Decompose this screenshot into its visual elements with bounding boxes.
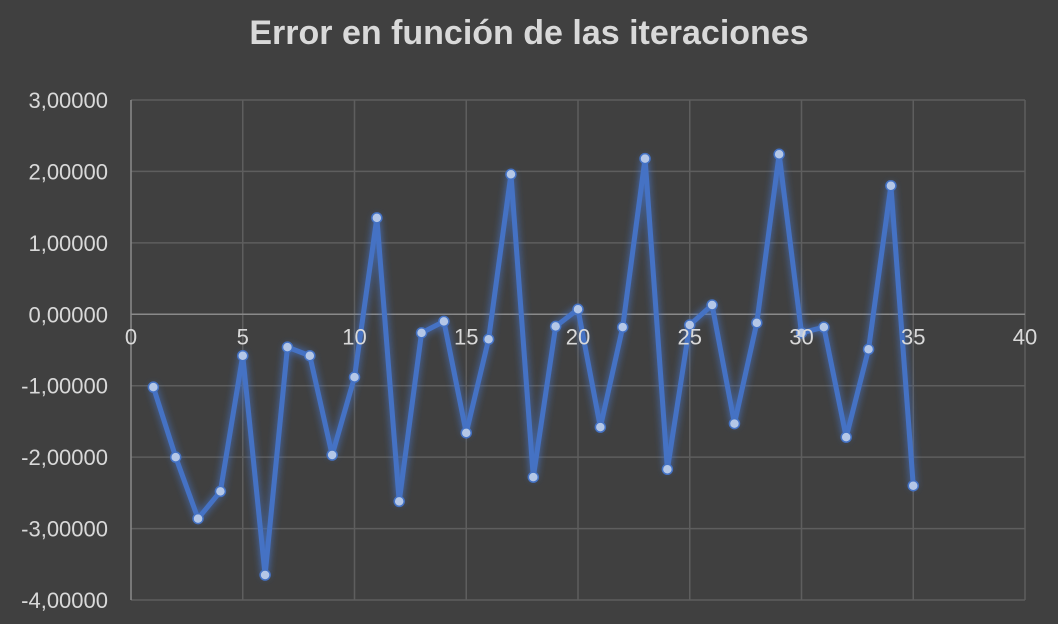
data-point xyxy=(549,320,562,333)
x-tick-label: 30 xyxy=(789,324,813,349)
data-point xyxy=(572,303,584,316)
y-tick-label: -3,00000 xyxy=(21,517,108,542)
data-point xyxy=(326,449,338,461)
data-point xyxy=(795,327,808,339)
data-point xyxy=(728,417,741,430)
data-point xyxy=(505,168,517,181)
data-point xyxy=(907,479,919,492)
x-tick-label: 35 xyxy=(901,324,925,349)
y-tick-label: 3,00000 xyxy=(28,88,108,113)
series-line xyxy=(150,151,916,578)
data-point xyxy=(639,152,651,165)
data-point xyxy=(773,148,785,161)
data-point xyxy=(438,315,450,328)
x-tick-label: 0 xyxy=(125,324,137,349)
data-point xyxy=(482,333,495,346)
data-point xyxy=(393,495,405,508)
data-point xyxy=(818,321,830,333)
y-tick-label: -2,00000 xyxy=(21,445,108,470)
series-layer xyxy=(147,148,919,581)
y-tick-label: -1,00000 xyxy=(21,374,108,399)
data-point xyxy=(885,179,897,192)
x-tick-label: 10 xyxy=(342,324,366,349)
data-point xyxy=(415,327,428,339)
data-point xyxy=(147,381,160,393)
data-point xyxy=(862,343,875,356)
data-point xyxy=(192,512,204,525)
chart-title: Error en función de las iteraciones xyxy=(249,14,809,52)
y-tick-label: 1,00000 xyxy=(28,231,108,256)
data-point xyxy=(304,349,316,362)
y-tick-label: 2,00000 xyxy=(28,159,108,184)
data-point xyxy=(706,299,718,311)
data-point xyxy=(594,421,607,433)
x-tick-label: 25 xyxy=(678,324,702,349)
data-point xyxy=(237,349,249,362)
data-point xyxy=(460,427,472,439)
data-point xyxy=(527,471,540,483)
data-point xyxy=(169,451,182,463)
x-tick-label: 40 xyxy=(1013,324,1037,349)
data-point xyxy=(684,319,696,331)
data-point xyxy=(281,341,294,353)
grid-layer xyxy=(131,99,1026,601)
x-tick-label: 15 xyxy=(454,324,478,349)
data-point xyxy=(214,485,227,498)
data-point xyxy=(840,431,852,443)
data-point xyxy=(661,463,674,476)
data-point xyxy=(751,317,763,329)
label-layer: 3,00000 2,00000 1,00000 0,00000 -1,00000 -2,0… xyxy=(21,88,1037,613)
x-tick-label: 5 xyxy=(237,324,249,349)
y-tick-label: -4,00000 xyxy=(21,588,108,613)
data-point xyxy=(348,371,361,383)
data-point xyxy=(616,321,629,333)
y-tick-label: 0,00000 xyxy=(28,302,108,327)
x-tick-label: 20 xyxy=(566,324,590,349)
data-point xyxy=(371,212,383,224)
data-point xyxy=(259,569,271,581)
